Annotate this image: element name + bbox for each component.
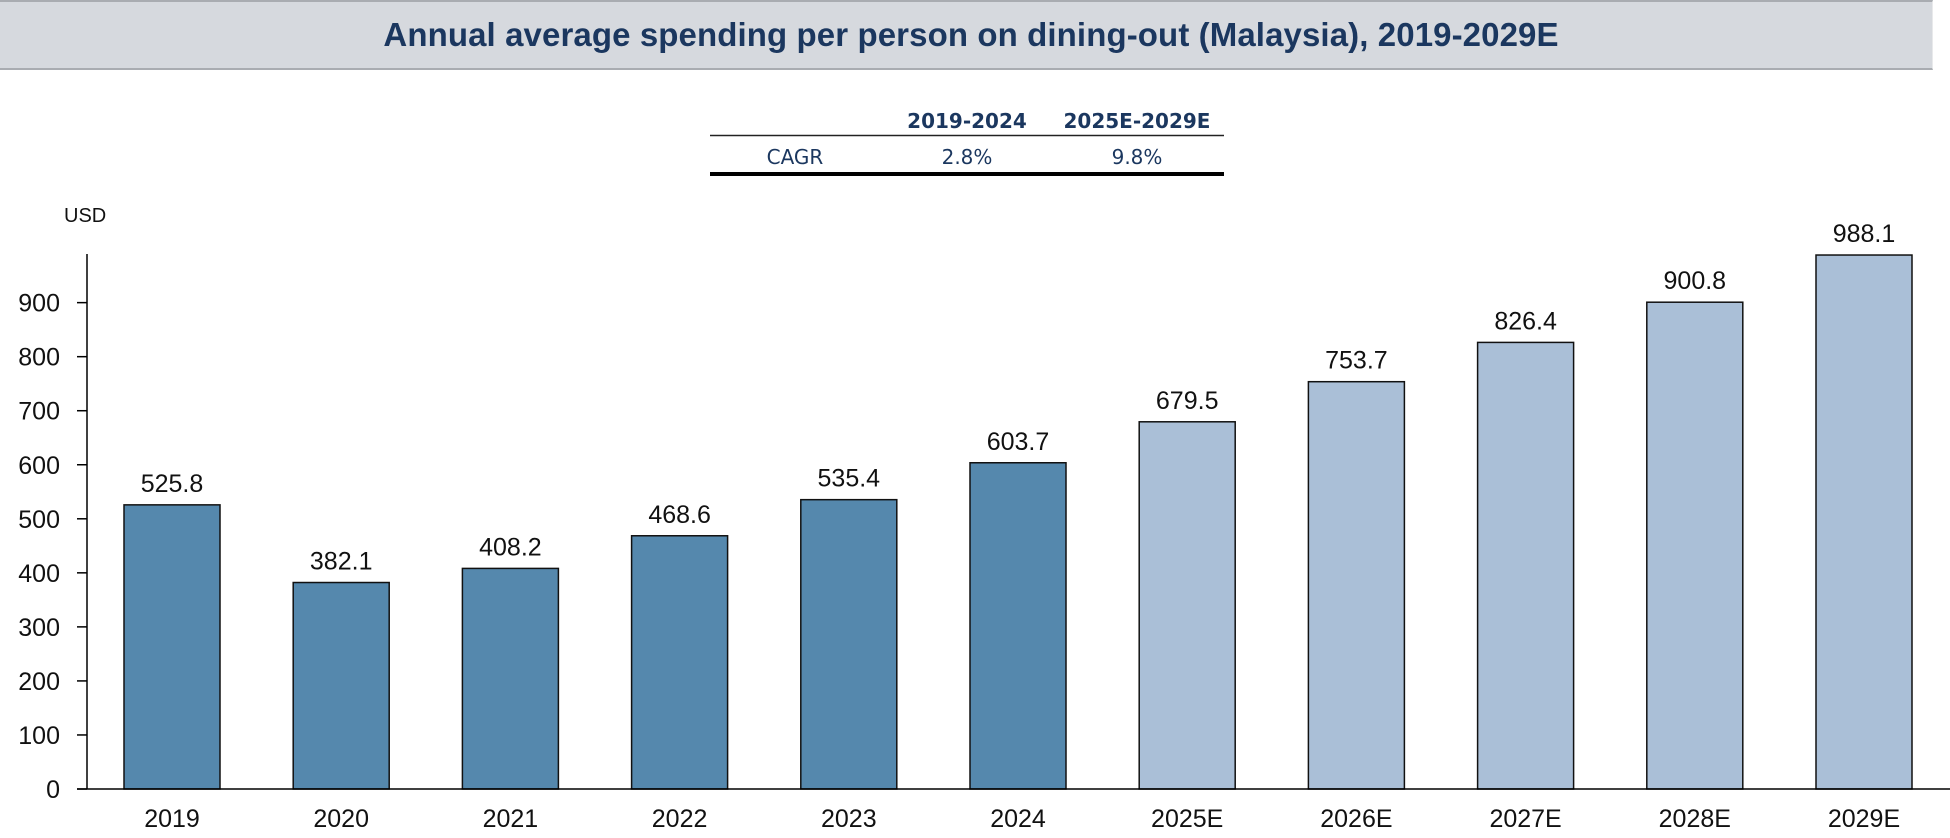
data-label-2028e: 900.8 <box>1664 267 1727 295</box>
y-tick-label: 500 <box>18 506 60 534</box>
y-tick-label: 800 <box>18 344 60 372</box>
bar-2024 <box>969 462 1067 790</box>
y-tick-label: 900 <box>18 290 60 318</box>
cagr-header-col1: 2019-2024 <box>907 109 1027 133</box>
y-axis-unit-label: USD <box>64 205 106 227</box>
bar-2023 <box>800 498 898 790</box>
data-label-2027e: 826.4 <box>1494 307 1557 335</box>
y-tick-label: 400 <box>18 560 60 588</box>
data-label-2020: 382.1 <box>310 548 373 576</box>
data-label-2026e: 753.7 <box>1325 347 1388 375</box>
x-tick-label-2024: 2024 <box>990 805 1046 833</box>
x-tick-label-2022: 2022 <box>652 805 708 833</box>
chart-title: Annual average spending per person on di… <box>383 16 1559 53</box>
cagr-header-col2: 2025E-2029E <box>1064 109 1211 133</box>
cagr-table: 2019-2024 2025E-2029E CAGR 2.8% 9.8% <box>710 109 1224 176</box>
bar-2026e <box>1307 380 1406 790</box>
bar-2022 <box>630 535 729 790</box>
bars-group <box>123 254 1913 790</box>
y-tick-label: 0 <box>46 776 60 804</box>
x-tick-label-2021: 2021 <box>483 805 539 833</box>
x-tick-label-2025e: 2025E <box>1151 805 1223 833</box>
cagr-value-2019-2024: 2.8% <box>942 145 993 169</box>
x-tick-label-2020: 2020 <box>313 805 369 833</box>
y-tick-label: 600 <box>18 452 60 480</box>
data-label-2021: 408.2 <box>479 533 542 561</box>
x-tick-label-2019: 2019 <box>144 805 200 833</box>
bar-2028e <box>1646 301 1744 790</box>
bar-2025e <box>1138 421 1236 790</box>
bar-2021 <box>461 567 560 790</box>
y-tick-label: 200 <box>18 668 60 696</box>
data-label-2022: 468.6 <box>648 501 711 529</box>
bar-2027e <box>1476 341 1575 790</box>
title-band: Annual average spending per person on di… <box>0 0 1933 70</box>
data-label-2029e: 988.1 <box>1833 220 1896 248</box>
x-tick-label-2023: 2023 <box>821 805 877 833</box>
data-label-2023: 535.4 <box>818 465 881 493</box>
x-axis: 2019 2020 2021 2022 2023 2024 2025E 2026E 2027E 2… <box>77 788 1950 833</box>
y-tick-label: 300 <box>18 614 60 642</box>
bar-2020 <box>292 581 390 790</box>
x-tick-label-2028e: 2028E <box>1659 805 1731 833</box>
y-axis: 0 100 200 300 400 500 600 700 800 900 <box>18 254 88 804</box>
x-tick-label-2026e: 2026E <box>1320 805 1392 833</box>
bar-2019 <box>123 504 221 790</box>
data-label-2025e: 679.5 <box>1156 387 1219 415</box>
y-tick-label: 700 <box>18 398 60 426</box>
data-label-2024: 603.7 <box>987 428 1050 456</box>
y-tick-label: 100 <box>18 722 60 750</box>
data-label-2019: 525.8 <box>141 470 204 498</box>
cagr-value-2025e-2029e: 9.8% <box>1112 145 1163 169</box>
data-labels-group: 525.8 382.1 408.2 468.6 535.4 603.7 679.5 753.7… <box>141 220 1896 575</box>
bar-2029e <box>1815 254 1913 790</box>
cagr-row-label: CAGR <box>767 145 824 169</box>
x-tick-label-2029e: 2029E <box>1828 805 1900 833</box>
x-tick-label-2027e: 2027E <box>1489 805 1561 833</box>
